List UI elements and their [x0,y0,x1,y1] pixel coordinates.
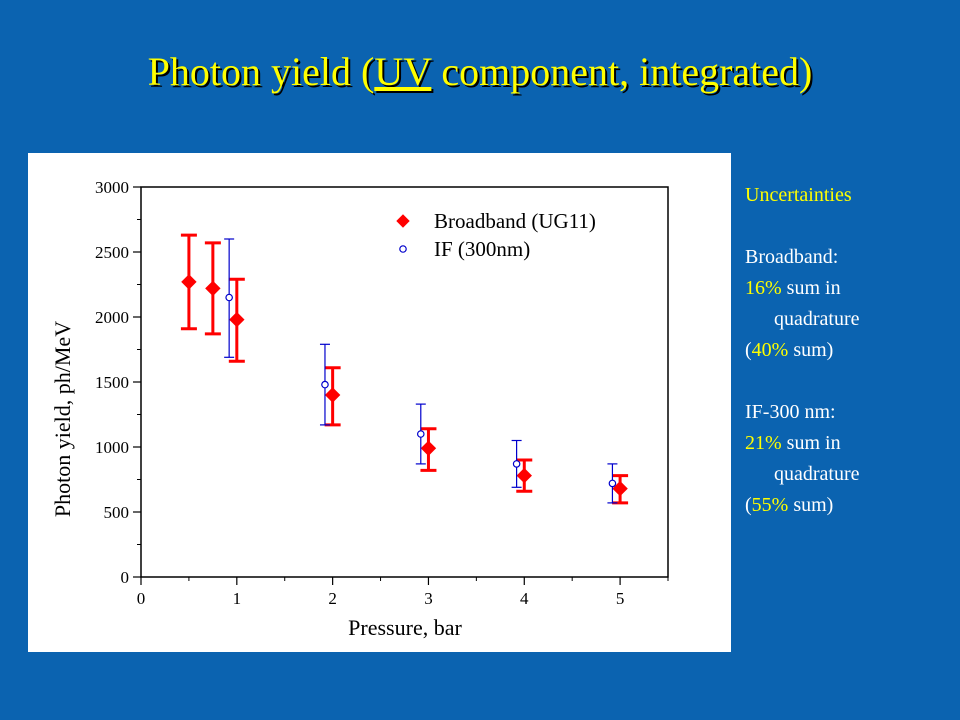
if300-point [225,293,233,302]
broadband-quadrature: quadrature [774,308,860,330]
broadband-point [205,280,221,297]
chart-panel: 0 500 1000 1500 2000 2500 3000 0 1 2 3 4 5 Broadband… [28,153,731,652]
x-tick-label: 1 [233,589,242,608]
uncertainties-notes: Uncertainties Broadband: 16% sum in quad… [745,180,955,521]
y-tick-label: 3000 [95,178,129,197]
broadband-series [180,233,629,505]
x-tick-label: 3 [424,589,433,608]
if300-percent: 21% [745,432,782,454]
data-layer [180,233,629,505]
y-tick-label: 1500 [95,373,129,392]
y-tick-label: 1000 [95,438,129,457]
if300-sum-percent: 55% [751,494,789,516]
if300-label: IF-300 nm: [745,401,836,423]
axes-layer: 0 500 1000 1500 2000 2500 3000 0 1 2 3 4 5 [95,178,669,608]
broadband-point [420,440,437,457]
if300-point [512,460,521,468]
if300-point [608,479,617,488]
slide-title: Photon yield (UV component, integrated) [0,48,960,95]
photon-yield-chart: 0 500 1000 1500 2000 2500 3000 0 1 2 3 4 5 Broadband… [50,178,669,640]
y-tick-label: 500 [104,503,130,522]
title-underlined-uv: UV [374,49,432,94]
if300-sum-paren: ( [745,494,752,516]
broadband-linear-sum-line: (40% sum) [745,335,955,366]
x-tick-label: 0 [137,589,146,608]
broadband-point [229,311,245,328]
if300-sum-text: sum) [788,494,834,516]
broadband-sum-paren: ( [745,339,752,361]
broadband-point [181,274,197,290]
legend-broadband-label: Broadband (UG11) [434,209,596,233]
broadband-point [612,480,628,497]
legend-if300-label: IF (300nm) [434,237,530,261]
y-tick-label: 2000 [95,308,129,327]
if300-linear-sum-line: (55% sum) [745,490,955,521]
broadband-sum-text: sum) [788,339,834,361]
if300-point [416,430,425,438]
if300-series [224,238,618,504]
x-axis-label: Pressure, bar [348,615,462,640]
if300-sum-in: sum in [781,432,841,454]
legend: Broadband (UG11) IF (300nm) [396,209,596,261]
broadband-point [516,467,532,484]
broadband-sum-in: sum in [781,277,841,299]
y-axis-label: Photon yield, ph/MeV [50,321,75,517]
y-tick-label: 2500 [95,243,129,262]
legend-broadband-marker [396,214,410,228]
y-tick-label: 0 [121,568,130,587]
x-tick-label: 4 [520,589,529,608]
legend-if300-marker [399,245,407,253]
if300-quadrature: quadrature [774,463,860,485]
title-part-1: Photon yield ( [147,49,375,94]
broadband-label: Broadband: [745,246,839,268]
if300-point [321,380,329,389]
x-tick-label: 5 [616,589,625,608]
x-tick-label: 2 [328,589,337,608]
plot-frame [140,186,669,578]
notes-heading: Uncertainties [745,184,852,206]
broadband-point [324,387,341,403]
broadband-quadrature-line: 16% sum in [745,273,955,304]
title-part-2: component, integrated) [431,49,813,94]
if300-quadrature-line: 21% sum in [745,428,955,459]
broadband-sum-percent: 40% [751,339,789,361]
broadband-percent: 16% [745,277,782,299]
